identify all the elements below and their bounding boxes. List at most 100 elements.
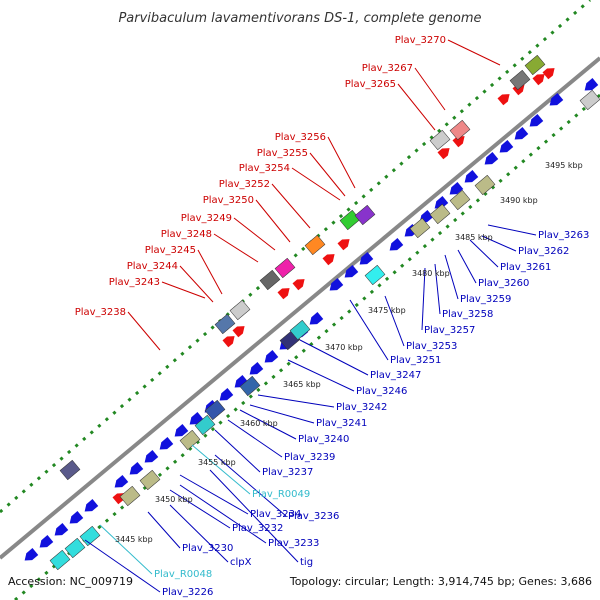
label-leader-line: [397, 83, 436, 131]
kbp-tick-label: 3485 kbp: [455, 233, 493, 242]
inner-dotted-ring: [14, 93, 600, 600]
label-leader-line: [191, 444, 251, 495]
gene-label[interactable]: Plav_3239: [284, 452, 335, 463]
gene-label[interactable]: Plav_3258: [442, 309, 493, 320]
feature-block: [449, 119, 471, 141]
gene-label[interactable]: Plav_3254: [239, 163, 290, 174]
label-leader-line: [209, 469, 299, 563]
label-leader-line: [213, 233, 259, 263]
label-leader-line: [444, 254, 459, 300]
forward-gene-arrow: [542, 68, 555, 80]
label-leader-line: [469, 239, 499, 268]
gene-label[interactable]: Plav_3230: [182, 543, 233, 554]
gene-label[interactable]: Plav_3249: [181, 213, 232, 224]
gene-label[interactable]: Plav_3256: [275, 132, 326, 143]
reverse-gene-arrow: [499, 140, 514, 153]
gene-label[interactable]: Plav_3263: [538, 230, 589, 241]
reverse-gene-arrow: [309, 312, 324, 325]
gene-label[interactable]: Plav_3255: [257, 148, 308, 159]
feature-block: [64, 537, 86, 559]
feature-block: [449, 189, 471, 211]
gene-label[interactable]: Plav_3234: [250, 509, 301, 520]
feature-block: [474, 174, 496, 196]
reverse-gene-arrow: [249, 362, 264, 375]
label-leader-line: [179, 484, 267, 544]
gene-label[interactable]: Plav_3226: [162, 587, 213, 598]
forward-gene-arrow: [292, 279, 305, 291]
gene-label[interactable]: Plav_3238: [75, 307, 126, 318]
gene-label[interactable]: Plav_3267: [362, 63, 413, 74]
feature-block: [304, 234, 326, 256]
feature-block: [429, 203, 451, 225]
gene-label[interactable]: Plav_3240: [298, 434, 349, 445]
label-leader-line: [84, 539, 161, 593]
reverse-gene-arrow: [484, 152, 499, 165]
gene-label[interactable]: Plav_3237: [262, 467, 313, 478]
label-leader-line: [161, 281, 206, 299]
reverse-gene-arrow: [449, 182, 464, 195]
kbp-tick-label: 3460 kbp: [240, 419, 278, 428]
gene-label[interactable]: Plav_R0049: [252, 489, 310, 500]
forward-gene-arrow: [222, 336, 235, 348]
feature-block: [239, 375, 261, 397]
forward-gene-arrow: [232, 326, 245, 338]
label-leader-line: [349, 299, 389, 361]
kbp-tick-label: 3455 kbp: [198, 458, 236, 467]
gene-label[interactable]: Plav_3251: [390, 355, 441, 366]
kbp-tick-label: 3465 kbp: [283, 380, 321, 389]
gene-label[interactable]: Plav_3257: [424, 325, 475, 336]
feature-block: [79, 525, 101, 547]
gene-label[interactable]: Plav_3270: [395, 35, 446, 46]
topology-text: Topology: circular; Length: 3,914,745 bp…: [289, 575, 592, 588]
feature-block: [139, 469, 161, 491]
gene-label[interactable]: Plav_3244: [127, 261, 178, 272]
forward-gene-arrow: [437, 148, 450, 160]
forward-gene-arrow: [452, 136, 465, 148]
reverse-gene-arrow: [549, 93, 564, 106]
label-leader-line: [309, 152, 346, 197]
gene-label[interactable]: Plav_3233: [268, 538, 319, 549]
feature-block: [229, 299, 251, 321]
gene-label[interactable]: Plav_3236: [288, 511, 339, 522]
gene-label[interactable]: Plav_3243: [109, 277, 160, 288]
reverse-gene-arrow: [144, 450, 159, 463]
gene-label[interactable]: Plav_3259: [460, 294, 511, 305]
gene-label[interactable]: Plav_3248: [161, 229, 212, 240]
gene-label[interactable]: Plav_3250: [203, 195, 254, 206]
label-leader-line: [169, 504, 229, 563]
forward-gene-arrow: [497, 94, 510, 106]
gene-label[interactable]: Plav_3242: [336, 402, 387, 413]
label-leaders: [84, 39, 537, 593]
gene-label[interactable]: Plav_3241: [316, 418, 367, 429]
feature-block: [354, 204, 376, 226]
gene-label[interactable]: Plav_3247: [370, 370, 421, 381]
gene-label[interactable]: Plav_3252: [219, 179, 270, 190]
reverse-gene-arrow: [344, 265, 359, 278]
gene-label[interactable]: Plav_3260: [478, 278, 529, 289]
reverse-gene-arrow: [159, 437, 174, 450]
gene-label[interactable]: tig: [300, 557, 313, 568]
label-leader-line: [227, 419, 283, 458]
label-leader-line: [127, 311, 161, 351]
feature-block: [339, 209, 361, 231]
forward-gene-arrow: [337, 239, 350, 251]
gene-labels: Plav_3238 Plav_3243 Plav_3244 Plav_3245 Plav…: [75, 35, 590, 598]
gene-label[interactable]: Plav_3253: [406, 341, 457, 352]
gene-label[interactable]: Plav_3245: [145, 245, 196, 256]
feature-block: [204, 399, 226, 421]
kbp-ticks: 3445 kbp 3450 kbp 3455 kbp 3460 kbp 3465 kbp…: [115, 161, 583, 544]
accession-text: Accession: NC_009719: [8, 575, 133, 588]
feature-block: [179, 429, 201, 451]
gene-label[interactable]: Plav_3232: [232, 523, 283, 534]
feature-block: [579, 89, 600, 111]
label-leader-line: [169, 489, 231, 529]
gene-label[interactable]: Plav_3261: [500, 262, 551, 273]
reverse-gene-arrow: [39, 535, 54, 548]
gene-label[interactable]: Plav_R0048: [154, 569, 212, 580]
gene-label[interactable]: Plav_3246: [356, 386, 407, 397]
feature-block: [409, 217, 431, 239]
gene-label[interactable]: clpX: [230, 557, 252, 568]
gene-label[interactable]: Plav_3262: [518, 246, 569, 257]
gene-label[interactable]: Plav_3265: [345, 79, 396, 90]
